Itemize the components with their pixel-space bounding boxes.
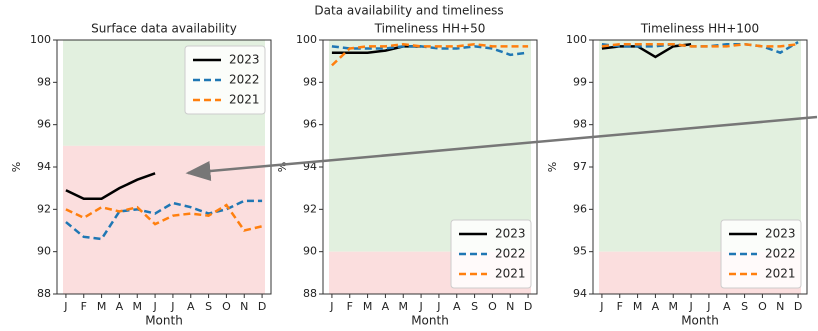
x-tick-label: M xyxy=(133,300,143,313)
figure-title: Data availability and timeliness xyxy=(314,4,503,18)
x-tick-label: J xyxy=(152,300,156,313)
legend-label: 2022 xyxy=(495,247,526,261)
y-tick-label: 99 xyxy=(573,75,587,88)
y-tick-label: 100 xyxy=(296,33,317,46)
legend-label: 2022 xyxy=(229,73,260,87)
x-tick-label: M xyxy=(363,300,373,313)
x-tick-label: N xyxy=(776,300,784,313)
y-tick-label: 98 xyxy=(37,75,51,88)
arrow xyxy=(185,115,818,181)
y-tick-label: 96 xyxy=(573,202,587,215)
y-tick-label: 92 xyxy=(37,202,51,215)
x-tick-label: O xyxy=(758,300,767,313)
y-tick-label: 98 xyxy=(303,75,317,88)
y-tick-label: 94 xyxy=(573,287,587,300)
x-tick-label: J xyxy=(436,300,440,313)
series-line xyxy=(331,45,422,54)
x-tick-label: J xyxy=(170,300,174,313)
y-axis-label: % xyxy=(10,162,23,172)
x-tick-label: O xyxy=(488,300,497,313)
x-tick-label: F xyxy=(81,300,87,313)
x-tick-label: F xyxy=(347,300,353,313)
y-tick-label: 94 xyxy=(37,160,51,173)
x-tick-label: S xyxy=(205,300,212,313)
y-tick-label: 95 xyxy=(573,245,587,258)
x-tick-label: M xyxy=(669,300,679,313)
x-tick-label: S xyxy=(471,300,478,313)
y-tick-label: 90 xyxy=(37,245,51,258)
y-tick-label: 98 xyxy=(573,118,587,131)
legend-label: 2021 xyxy=(495,267,526,281)
legend-label: 2021 xyxy=(229,93,260,107)
x-tick-label: A xyxy=(187,300,195,313)
y-tick-label: 88 xyxy=(37,287,51,300)
y-axis-label: % xyxy=(546,162,559,172)
x-tick-label: M xyxy=(399,300,409,313)
legend-label: 2023 xyxy=(229,53,260,67)
legend-label: 2023 xyxy=(765,227,796,241)
y-tick-label: 96 xyxy=(303,118,317,131)
subplot-title: Timeliness HH+50 xyxy=(374,22,486,36)
x-tick-label: D xyxy=(258,300,266,313)
series-line xyxy=(65,203,263,232)
y-tick-label: 92 xyxy=(303,202,317,215)
x-tick-label: A xyxy=(652,300,660,313)
x-tick-label: A xyxy=(116,300,124,313)
x-tick-label: N xyxy=(506,300,514,313)
x-tick-label: D xyxy=(524,300,532,313)
x-tick-label: F xyxy=(617,300,623,313)
x-tick-label: A xyxy=(382,300,390,313)
y-tick-label: 90 xyxy=(303,245,317,258)
legend xyxy=(184,45,266,115)
series-line xyxy=(331,42,529,67)
legend xyxy=(450,219,532,289)
x-tick-label: O xyxy=(222,300,231,313)
x-tick-label: A xyxy=(453,300,461,313)
x-tick-label: D xyxy=(794,300,802,313)
y-tick-label: 96 xyxy=(37,118,51,131)
legend-label: 2022 xyxy=(765,247,796,261)
x-tick-label: J xyxy=(329,300,333,313)
x-tick-label: J xyxy=(599,300,603,313)
y-tick-label: 97 xyxy=(573,160,587,173)
x-tick-label: N xyxy=(240,300,248,313)
x-axis-label: Month xyxy=(145,314,183,328)
y-tick-label: 100 xyxy=(30,33,51,46)
x-tick-label: S xyxy=(741,300,748,313)
x-tick-label: J xyxy=(63,300,67,313)
x-axis-label: Month xyxy=(411,314,449,328)
legend xyxy=(720,219,802,289)
legend-label: 2021 xyxy=(765,267,796,281)
band xyxy=(599,40,801,252)
y-axis-label: % xyxy=(276,162,289,172)
subplot-title: Surface data availability xyxy=(91,22,237,36)
x-tick-label: J xyxy=(418,300,422,313)
y-tick-label: 100 xyxy=(566,33,587,46)
series-line xyxy=(65,172,156,200)
x-tick-label: J xyxy=(706,300,710,313)
x-tick-label: M xyxy=(97,300,107,313)
y-tick-label: 88 xyxy=(303,287,317,300)
x-tick-label: M xyxy=(633,300,643,313)
legend-label: 2023 xyxy=(495,227,526,241)
plots: Surface data availability Month% 88 90 92 94 9… xyxy=(10,22,808,328)
subplot-title: Timeliness HH+100 xyxy=(640,22,759,36)
x-tick-label: J xyxy=(688,300,692,313)
x-tick-label: A xyxy=(723,300,731,313)
x-axis-label: Month xyxy=(681,314,719,328)
